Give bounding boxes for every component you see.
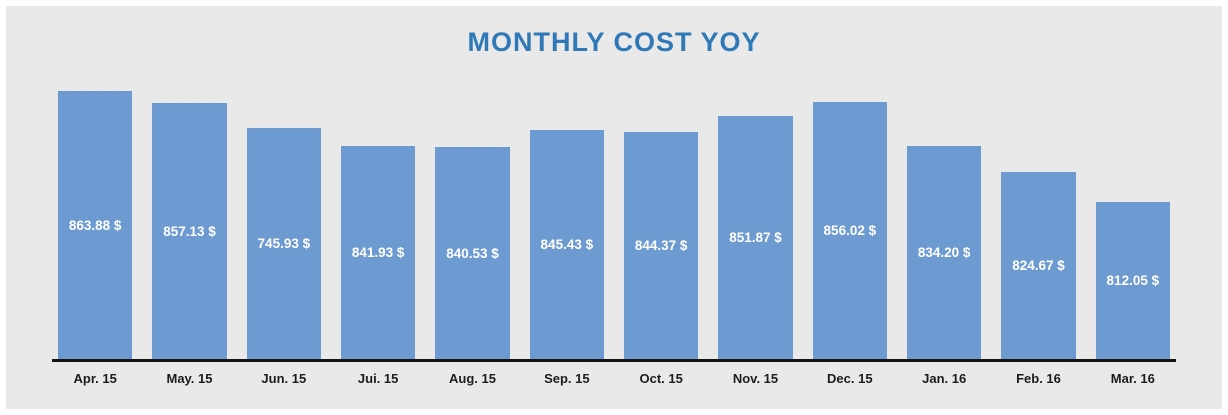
bar-value-label: 857.13 $ bbox=[163, 223, 216, 239]
bar-oct-15: 844.37 $ bbox=[624, 132, 699, 359]
bar-value-label: 851.87 $ bbox=[729, 230, 782, 245]
bar-may-15: 857.13 $ bbox=[152, 103, 227, 359]
x-tick-label: Jun. 15 bbox=[261, 371, 307, 386]
chart-panel: MONTHLY COST YOY 863.88 $ 857.13 $ 745.93 … bbox=[6, 6, 1222, 409]
bar-aug-15: 840.53 $ bbox=[435, 147, 510, 359]
x-axis-line bbox=[52, 359, 1176, 362]
x-tick-label: Sep. 15 bbox=[544, 371, 590, 386]
bar-value-label: 856.02 $ bbox=[823, 223, 877, 238]
bar-value-label: 824.67 $ bbox=[1012, 258, 1065, 273]
x-tick-label: Aug. 15 bbox=[449, 371, 496, 386]
bar-value-label: 812.05 $ bbox=[1106, 273, 1160, 288]
bar-value-label: 834.20 $ bbox=[917, 245, 971, 260]
x-tick-label: Jui. 15 bbox=[357, 371, 399, 386]
x-tick-label: Nov. 15 bbox=[732, 371, 779, 386]
bar-apr-15: 863.88 $ bbox=[58, 91, 133, 359]
bar-nov-15: 851.87 $ bbox=[718, 116, 793, 359]
x-tick-label: Apr. 15 bbox=[73, 371, 117, 386]
bar-sep-15: 845.43 $ bbox=[529, 130, 604, 359]
bar-jui-15: 841.93 $ bbox=[341, 146, 416, 359]
chart-title: MONTHLY COST YOY bbox=[467, 27, 761, 57]
bar-value-label: 844.37 $ bbox=[634, 238, 688, 253]
bar-value-label: 845.43 $ bbox=[540, 237, 594, 252]
x-tick-label: Mar. 16 bbox=[1110, 371, 1155, 386]
bar-value-label: 840.53 $ bbox=[446, 245, 499, 261]
bar-value-label: 863.88 $ bbox=[68, 217, 122, 233]
bar-value-label: 745.93 $ bbox=[257, 236, 311, 251]
x-tick-label: Dec. 15 bbox=[827, 371, 873, 386]
bar-jan-16: 834.20 $ bbox=[907, 146, 982, 359]
x-axis-labels: Apr. 15 May. 15 Jun. 15 Jui. 15 Aug. 15 Sep. … bbox=[58, 371, 1170, 386]
bar-value-label: 841.93 $ bbox=[351, 245, 405, 260]
x-tick-label: Oct. 15 bbox=[639, 371, 683, 386]
bars-container: 863.88 $ 857.13 $ 745.93 $ 841.93 $ 840.53 $… bbox=[58, 91, 1170, 359]
bar-mar-16: 812.05 $ bbox=[1095, 202, 1170, 359]
x-tick-label: Jan. 16 bbox=[922, 371, 967, 386]
bar-jun-15: 745.93 $ bbox=[246, 128, 321, 359]
bar-feb-16: 824.67 $ bbox=[1001, 172, 1076, 359]
x-tick-label: May. 15 bbox=[166, 371, 213, 386]
x-tick-label: Feb. 16 bbox=[1016, 371, 1061, 386]
bar-dec-15: 856.02 $ bbox=[812, 102, 887, 359]
